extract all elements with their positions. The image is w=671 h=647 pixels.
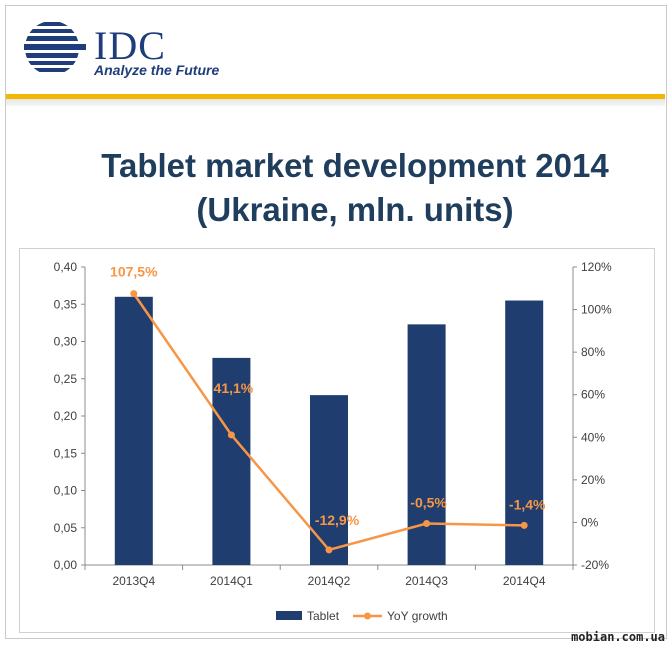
yoy-growth-point: [130, 290, 138, 298]
header-gold-stripe: [6, 94, 665, 99]
x-tick-label: 2014Q3: [405, 574, 448, 588]
watermark: mobian.com.ua: [571, 630, 665, 644]
yoy-growth-point: [520, 521, 528, 529]
legend-label-yoy: YoY growth: [387, 609, 448, 623]
yoy-data-label: 41,1%: [214, 380, 254, 396]
idc-logo: IDC Analyze the Future: [20, 18, 220, 82]
y-right-tick-label: -20%: [581, 558, 609, 572]
bar-tablet: [407, 324, 446, 565]
legend-label-tablet: Tablet: [307, 609, 340, 623]
legend-swatch-tablet: [276, 611, 302, 620]
slide-title: Tablet market development 2014 (Ukraine,…: [60, 144, 650, 232]
y-left-tick-label: 0,20: [54, 409, 78, 423]
yoy-data-label: -12,9%: [315, 512, 360, 528]
y-left-tick-label: 0,40: [54, 260, 78, 274]
legend-marker-yoy: [364, 612, 371, 620]
y-left-tick-label: 0,35: [54, 297, 78, 311]
title-line-1: Tablet market development 2014: [101, 147, 609, 184]
yoy-data-label: -1,4%: [509, 496, 546, 512]
yoy-data-label: -0,5%: [410, 494, 447, 510]
y-right-tick-label: 80%: [581, 345, 605, 359]
y-left-tick-label: 0,30: [54, 335, 78, 349]
y-left-tick-label: 0,10: [54, 484, 78, 498]
x-tick-label: 2014Q1: [210, 574, 253, 588]
y-left-tick-label: 0,25: [54, 372, 78, 386]
y-left-tick-label: 0,00: [54, 558, 78, 572]
y-right-tick-label: 60%: [581, 388, 605, 402]
yoy-growth-point: [227, 431, 235, 439]
bar-tablet: [310, 395, 348, 565]
header-grey-stripe: [6, 99, 665, 106]
bar-tablet: [505, 300, 544, 565]
logo-tagline: Analyze the Future: [94, 62, 220, 78]
bar-tablet: [114, 296, 153, 565]
bar-tablet: [212, 357, 251, 565]
globe-icon: [24, 21, 86, 75]
y-left-tick-label: 0,15: [54, 446, 78, 460]
yoy-growth-point: [325, 546, 333, 554]
yoy-data-label: 107,5%: [110, 264, 158, 280]
chart-container: 0,00 0,05 0,10 0,15 0,20 0,25 0,30 0,35 0,40 -20%…: [19, 248, 655, 633]
x-tick-label: 2014Q4: [503, 574, 546, 588]
y-right-tick-label: 120%: [581, 260, 612, 274]
yoy-growth-point: [423, 519, 431, 527]
y-right-tick-label: 20%: [581, 473, 605, 487]
y-right-tick-label: 100%: [581, 303, 612, 317]
y-left-tick-label: 0,05: [54, 521, 78, 535]
y-right-tick-label: 40%: [581, 430, 605, 444]
x-tick-label: 2013Q4: [112, 574, 155, 588]
x-tick-label: 2014Q2: [308, 574, 351, 588]
title-line-2: (Ukraine, mln. units): [196, 191, 514, 228]
combo-chart: 0,00 0,05 0,10 0,15 0,20 0,25 0,30 0,35 0,40 -20%…: [54, 260, 612, 623]
y-right-tick-label: 0%: [581, 515, 599, 529]
logo-wordmark: IDC: [94, 23, 166, 68]
